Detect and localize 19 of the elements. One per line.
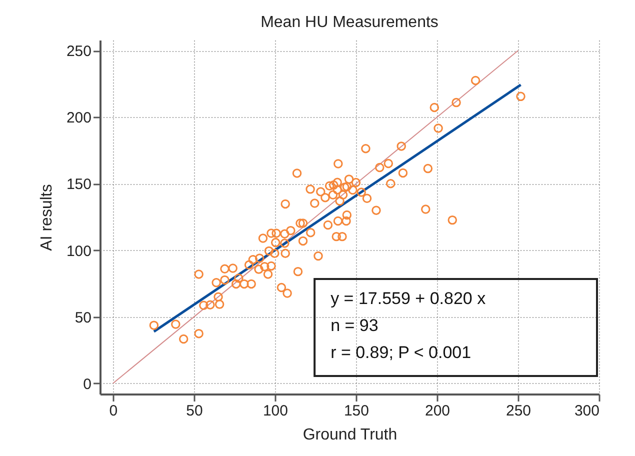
chart-title: Mean HU Measurements (260, 14, 438, 31)
x-tick-label: 0 (109, 402, 118, 420)
y-tick-label: 100 (66, 242, 92, 260)
y-tick-label: 50 (74, 309, 92, 326)
x-tick-label: 200 (424, 402, 450, 420)
annotation: n = 93 (330, 316, 378, 335)
y-tick-label: 0 (83, 376, 92, 393)
y-tick-label: 200 (66, 110, 92, 127)
x-tick-label: 250 (506, 402, 532, 420)
x-tick-label: 150 (344, 402, 369, 420)
y-tick-label: 150 (66, 176, 92, 194)
annotation: r = 0.89; P < 0.001 (330, 343, 472, 362)
y-axis-title: AI results (38, 184, 56, 251)
x-tick-label: 50 (186, 402, 203, 420)
x-tick-label: 300 (574, 402, 600, 420)
annotation: y = 17.559 + 0.820 x (330, 289, 486, 308)
x-axis-title: Ground Truth (302, 426, 398, 444)
y-tick-label: 250 (66, 43, 92, 60)
x-tick-label: 100 (262, 402, 288, 420)
